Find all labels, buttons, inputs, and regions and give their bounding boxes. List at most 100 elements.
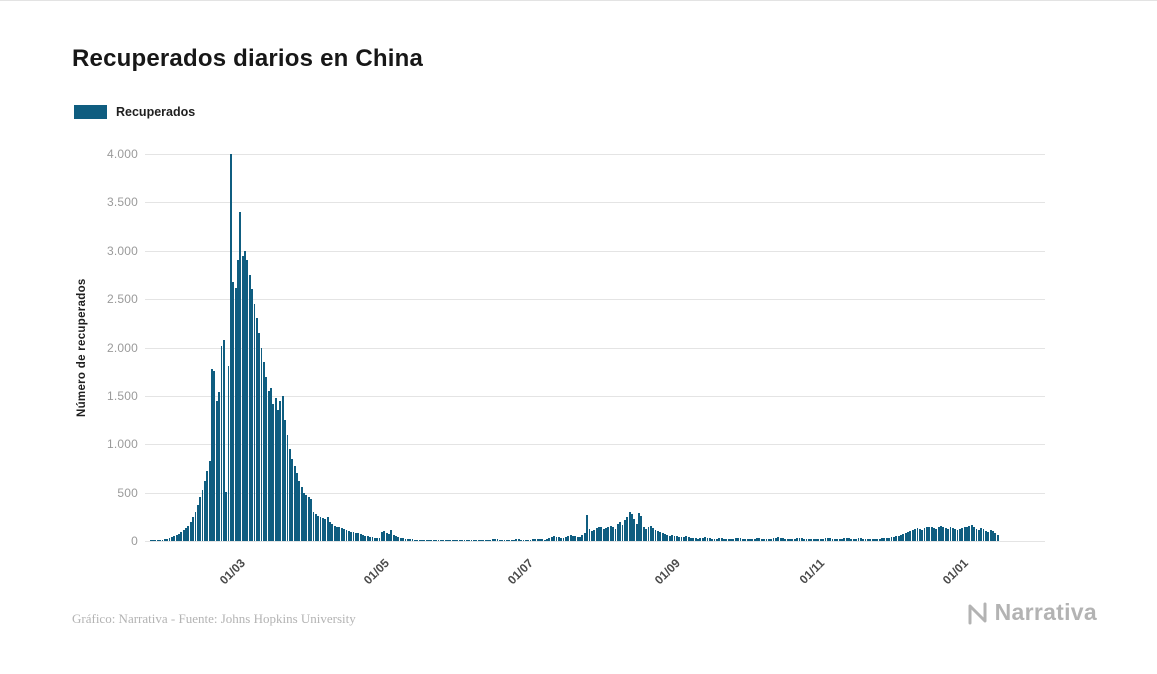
bar[interactable] (425, 540, 428, 541)
bar[interactable] (635, 523, 638, 541)
bar[interactable] (189, 521, 192, 541)
bar[interactable] (746, 539, 749, 541)
bar[interactable] (274, 397, 277, 541)
bar[interactable] (734, 538, 737, 541)
bar[interactable] (928, 526, 931, 541)
bar[interactable] (664, 534, 666, 541)
bar[interactable] (366, 536, 369, 541)
bar[interactable] (947, 529, 950, 541)
bar[interactable] (866, 538, 869, 541)
bar[interactable] (812, 539, 815, 541)
bar[interactable] (463, 540, 466, 541)
bar[interactable] (600, 527, 603, 541)
bar[interactable] (482, 540, 485, 541)
bar[interactable] (416, 539, 419, 541)
bar[interactable] (163, 539, 166, 541)
bar[interactable] (704, 537, 707, 541)
bar[interactable] (744, 539, 747, 541)
bar[interactable] (807, 538, 810, 541)
bar[interactable] (652, 528, 655, 541)
bar[interactable] (708, 538, 711, 541)
bar[interactable] (992, 531, 994, 541)
bar[interactable] (159, 540, 162, 541)
bar[interactable] (194, 511, 197, 541)
bar[interactable] (803, 538, 806, 541)
bar[interactable] (694, 538, 697, 541)
bar[interactable] (671, 535, 673, 541)
bar[interactable] (699, 538, 702, 541)
bar[interactable] (623, 519, 626, 541)
bar[interactable] (907, 532, 909, 541)
bar[interactable] (494, 539, 497, 541)
bar[interactable] (527, 539, 530, 541)
bar[interactable] (767, 539, 770, 541)
bar[interactable] (192, 516, 195, 541)
bar[interactable] (692, 538, 695, 541)
bar[interactable] (444, 540, 447, 541)
bar[interactable] (949, 527, 952, 541)
bar[interactable] (954, 529, 957, 541)
bar[interactable] (411, 539, 414, 541)
bar[interactable] (288, 449, 291, 541)
bar[interactable] (984, 531, 987, 541)
bar[interactable] (786, 539, 789, 541)
bar[interactable] (246, 260, 249, 541)
bar[interactable] (232, 281, 235, 541)
bar[interactable] (413, 539, 416, 541)
bar[interactable] (555, 536, 558, 541)
bar[interactable] (345, 530, 348, 541)
bar[interactable] (966, 526, 968, 541)
bar[interactable] (409, 539, 412, 541)
bar[interactable] (178, 533, 180, 541)
bar[interactable] (739, 538, 742, 541)
bar[interactable] (267, 391, 270, 541)
bar[interactable] (402, 538, 405, 541)
bar[interactable] (331, 523, 334, 541)
bar[interactable] (975, 529, 978, 541)
bar[interactable] (447, 540, 449, 541)
bar[interactable] (430, 540, 433, 541)
bar[interactable] (697, 538, 699, 541)
bar[interactable] (977, 530, 980, 541)
bar[interactable] (881, 538, 883, 541)
bar[interactable] (770, 538, 773, 541)
bar[interactable] (850, 538, 853, 541)
bar[interactable] (388, 534, 390, 541)
bar[interactable] (524, 540, 527, 541)
bar[interactable] (185, 527, 187, 541)
bar[interactable] (357, 533, 360, 541)
bar[interactable] (593, 530, 596, 541)
bar[interactable] (248, 274, 251, 541)
bar[interactable] (529, 539, 532, 541)
bar[interactable] (399, 538, 402, 541)
bar[interactable] (484, 540, 487, 541)
bar[interactable] (213, 370, 216, 541)
bar[interactable] (560, 537, 563, 541)
bar[interactable] (203, 481, 206, 541)
bar[interactable] (996, 535, 999, 541)
bar[interactable] (914, 529, 917, 541)
bar[interactable] (277, 410, 279, 541)
bar[interactable] (706, 537, 709, 541)
bar[interactable] (362, 535, 364, 541)
bar[interactable] (730, 539, 732, 541)
bar[interactable] (673, 535, 676, 541)
bar[interactable] (437, 540, 440, 541)
bar[interactable] (918, 529, 921, 541)
bar[interactable] (531, 539, 534, 541)
bar[interactable] (989, 530, 992, 541)
bar[interactable] (590, 531, 593, 541)
bar[interactable] (614, 529, 617, 541)
bar[interactable] (293, 465, 296, 541)
bar[interactable] (723, 538, 725, 541)
bar[interactable] (449, 540, 452, 541)
bar[interactable] (940, 525, 942, 541)
bar[interactable] (489, 539, 492, 541)
bar[interactable] (857, 538, 860, 541)
bar[interactable] (541, 539, 544, 541)
bar[interactable] (645, 529, 648, 541)
bar[interactable] (218, 392, 220, 541)
bar[interactable] (383, 531, 386, 541)
bar[interactable] (286, 434, 289, 541)
bar[interactable] (498, 539, 501, 541)
